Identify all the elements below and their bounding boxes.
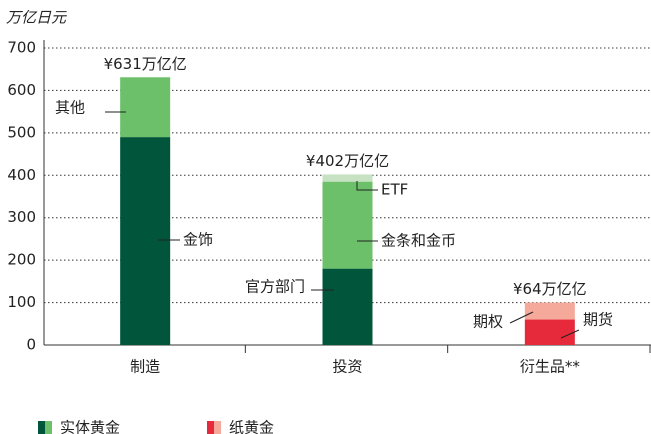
segment-label: 官方部门 [245,278,305,296]
segment-label: 金饰 [183,231,213,249]
x-tick-label: 衍生品** [520,358,581,376]
y-tick-label: 100 [7,293,36,311]
legend-label: 纸黄金 [229,419,274,434]
segment-label: 期货 [583,311,613,329]
total-label: ¥402万亿亿 [306,152,389,170]
segment-label: 其他 [55,99,85,117]
leader-line [509,311,534,324]
bar-segment [322,174,373,182]
legend-swatch [38,421,45,434]
bar-segment [322,181,373,269]
x-tick-label: 制造 [130,358,160,376]
y-tick-label: 500 [7,123,36,141]
segment-label: 金条和金币 [381,232,456,250]
segment-label: 期权 [473,313,503,331]
legend-swatch [207,421,214,434]
x-tick-label: 投资 [332,358,362,376]
y-tick-label: 0 [26,336,36,354]
y-tick-label: 400 [7,166,36,184]
bar-segment [524,302,575,320]
bar-segment [524,319,575,345]
y-tick-label: 300 [7,208,36,226]
legend-swatch [214,421,221,434]
y-tick-label: 700 [7,39,36,57]
y-tick-label: 200 [7,251,36,269]
bar-segment [120,77,171,138]
y-unit-label: 万亿日元 [6,9,67,27]
bar-segment [322,268,373,345]
segment-label: ETF [381,181,408,199]
total-label: ¥631万亿亿 [104,55,187,73]
legend-label: 实体黄金 [60,419,120,434]
bar-segment [120,137,171,345]
legend-swatch [45,421,52,434]
total-label: ¥64万亿亿 [513,280,587,298]
leader-line [356,181,378,191]
leader-line [560,329,580,339]
y-tick-label: 600 [7,81,36,99]
